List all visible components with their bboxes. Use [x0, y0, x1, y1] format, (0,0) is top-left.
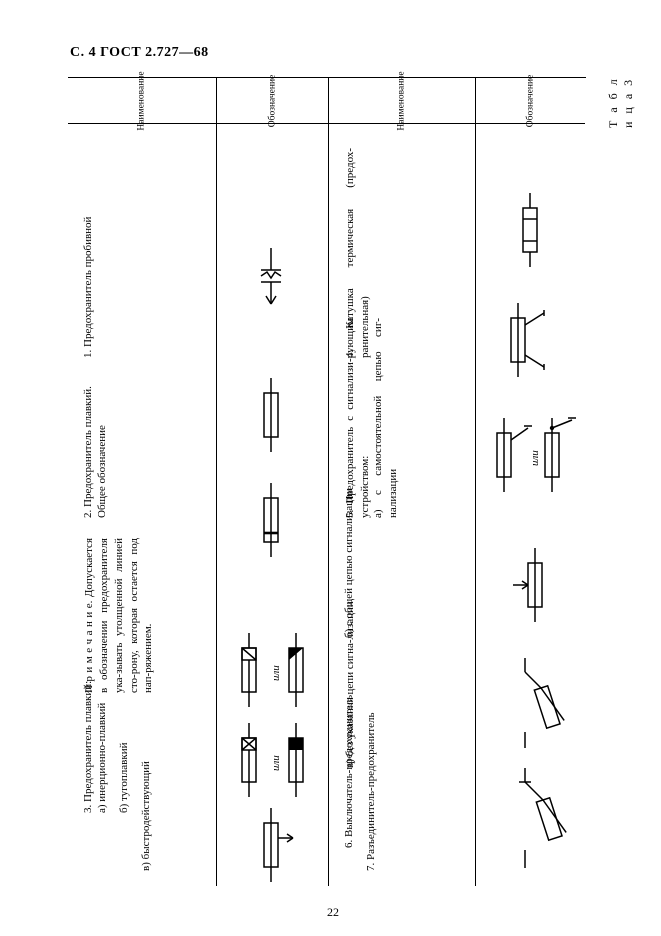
symbol-fuse-general: [257, 378, 285, 452]
left-row3b: б) тугоплавкий: [118, 743, 132, 813]
table-caption: Т а б л и ц а 3: [606, 73, 636, 128]
left-row3: 3. Предохранитель плавкий:: [82, 681, 96, 813]
left-note: П р и м е ч а н и е. Допускается в обозн…: [82, 538, 156, 693]
symbol-thermal-coil: [516, 193, 544, 267]
symbol-slow-a: [235, 723, 263, 797]
symbol-signal-none: [511, 548, 561, 622]
left-row1: 1. Предохранитель пробивной: [82, 217, 96, 358]
or-label-2: или: [270, 755, 282, 771]
page-number: 22: [327, 905, 339, 920]
symbol-signal-own: [504, 303, 554, 377]
left-row3a: а) инерционно-плавкий: [96, 703, 110, 813]
symbol-fuse-marked: [257, 483, 285, 557]
col-head-name-right: Наименование: [329, 78, 475, 124]
col-head-symbol-right: Обозначение: [476, 78, 585, 124]
symbol-fast: [257, 808, 297, 882]
col-head-name-left: Наименование: [68, 78, 216, 124]
col-symbol-right: Обозначение: [476, 78, 585, 886]
left-row3c: в) быстродействующий: [140, 761, 154, 871]
page-header: С. 4 ГОСТ 2.727—68: [70, 45, 209, 61]
symbol-signal-common-a: [490, 418, 534, 492]
symbol-signal-common-b: [538, 418, 582, 492]
col-name-right: Наименование 4. Катушка термическая (пре…: [329, 78, 476, 886]
symbol-breakdown-fuse: [257, 248, 285, 318]
right-row6: 6. Выключатель-предохранитель: [343, 695, 357, 848]
col-name-left: Наименование 1. Предохранитель пробивной…: [68, 78, 217, 886]
col-head-symbol-left: Обозначение: [217, 78, 328, 124]
gost-table: Наименование 1. Предохранитель пробивной…: [68, 77, 586, 886]
symbol-switch-fuse: [511, 658, 555, 748]
symbol-inertial-a: [235, 633, 263, 707]
symbol-inertial-b: [282, 633, 310, 707]
left-row2a: 2. Предохранитель плавкий.: [82, 386, 96, 518]
col-symbol-left: Обозначение: [217, 78, 329, 886]
right-row7: 7. Разъединитель-предохранитель: [365, 713, 379, 872]
right-row5a: а) с самостоятельной цепью сиг-нализации: [371, 318, 401, 518]
symbol-disconnector-fuse: [511, 768, 559, 868]
symbol-slow-b: [282, 723, 310, 797]
or-label-1: или: [270, 665, 282, 681]
left-row2b: Общее обозначение: [96, 425, 110, 518]
